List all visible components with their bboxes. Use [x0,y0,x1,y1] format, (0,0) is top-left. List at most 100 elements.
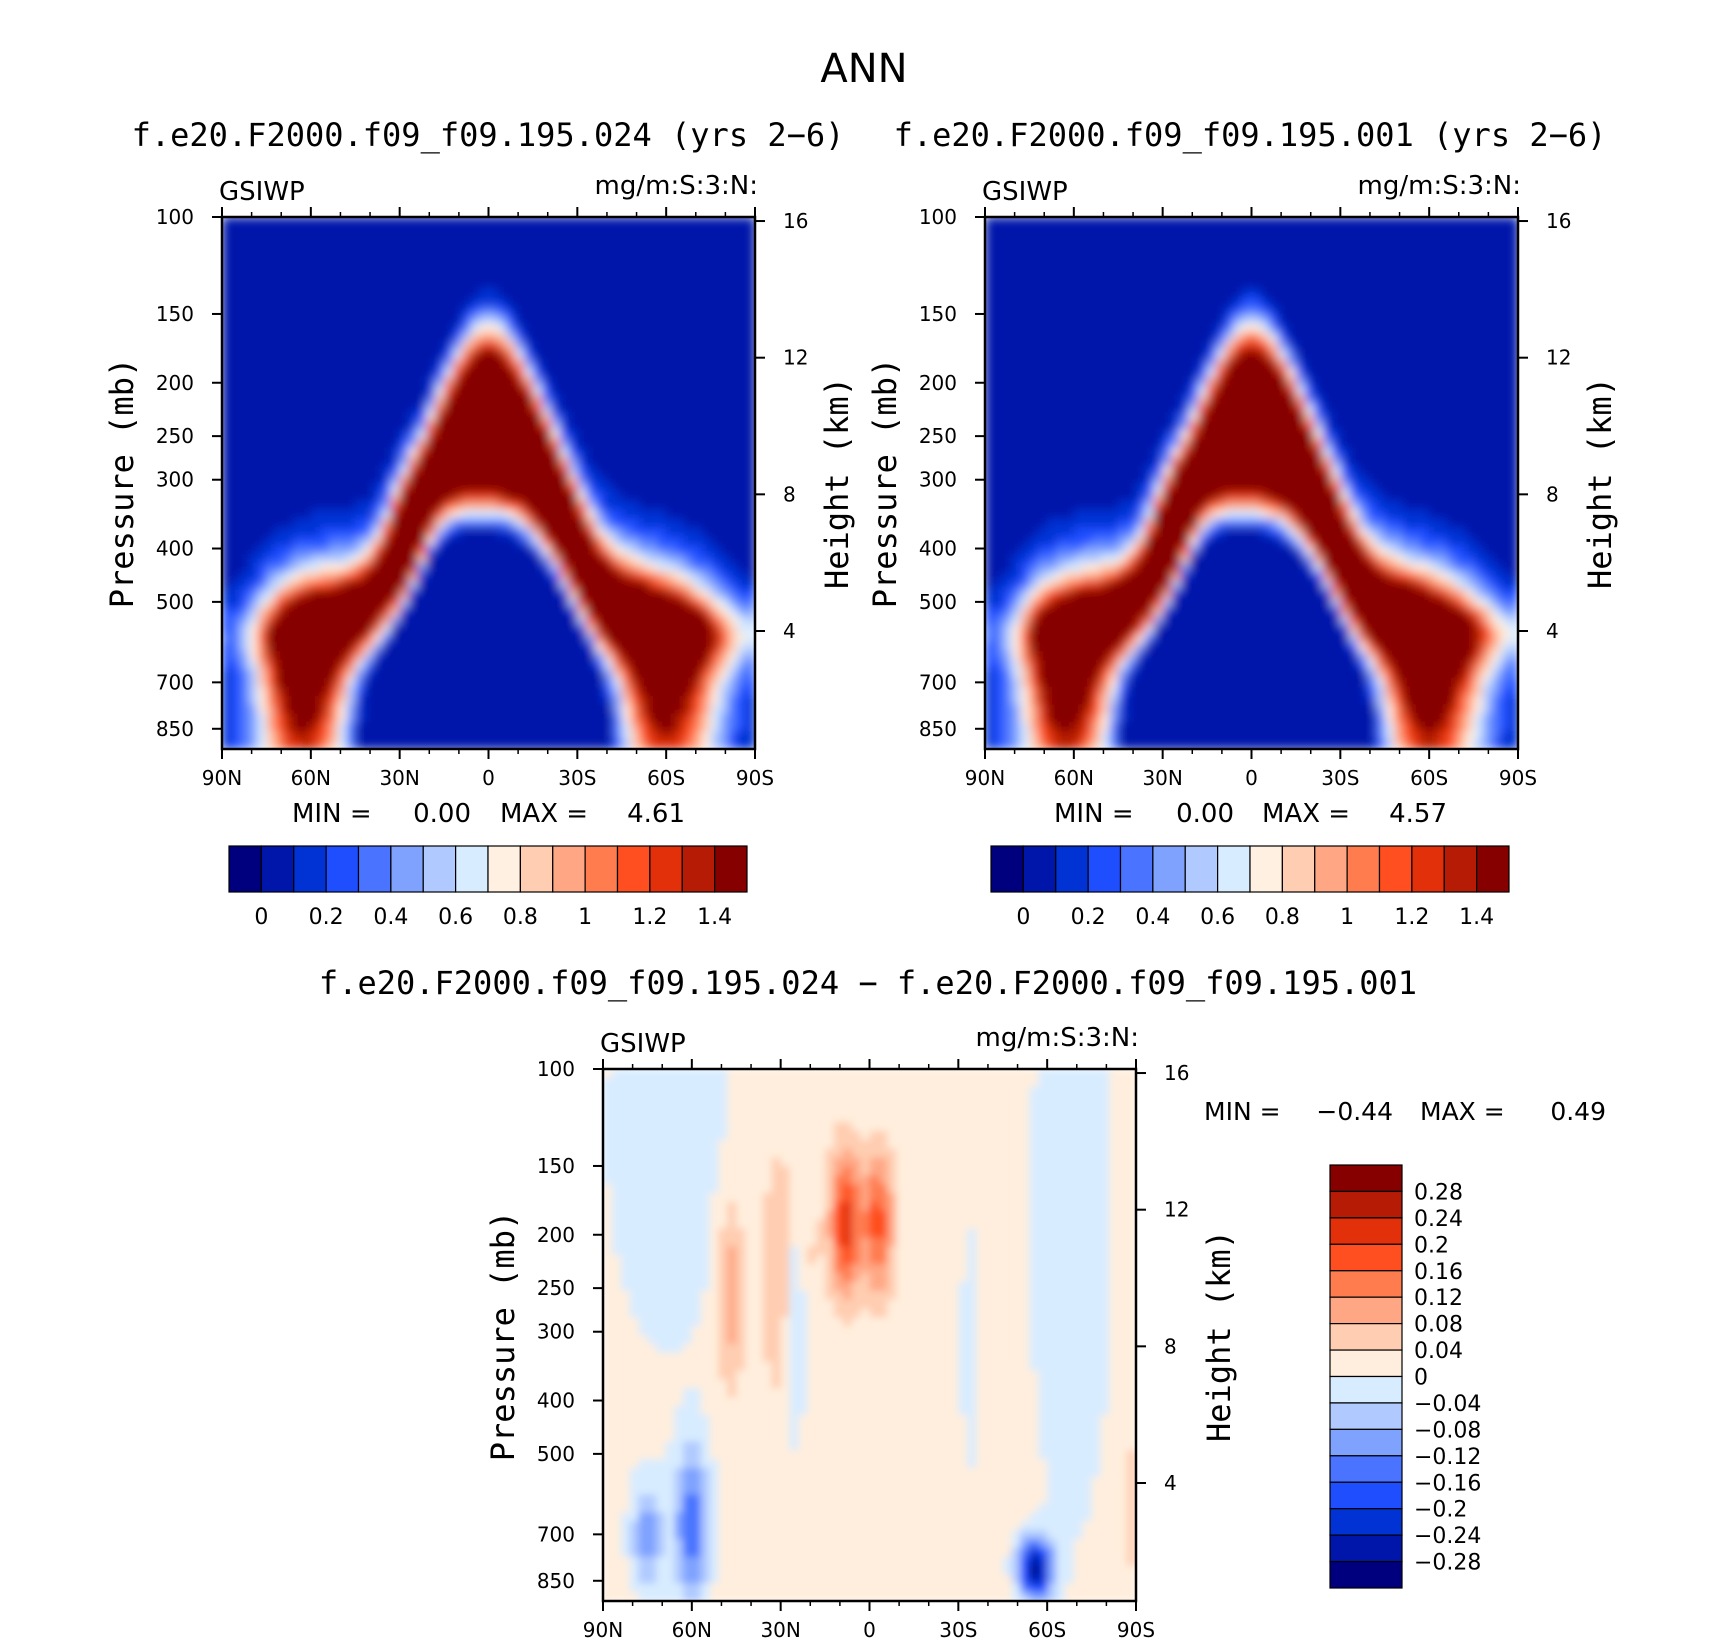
field-cell [737,491,747,502]
field-cell [719,429,729,440]
field-cell [1366,376,1377,387]
field-cell [275,420,285,431]
field-cell [293,633,303,644]
field-cell [1278,217,1288,227]
field-cell [1375,279,1386,289]
field-cell [648,270,658,280]
field-cell [1331,296,1341,307]
field-cell [621,695,632,706]
field-cell [390,562,401,573]
field-cell [568,740,578,749]
field-cell [683,412,694,422]
field-cell [666,429,676,440]
field-cell [568,358,578,369]
field-cell [1073,270,1084,280]
field-cell [1402,341,1412,351]
field-cell [675,660,685,670]
field-cell [1313,367,1324,378]
field-cell [310,296,321,307]
field-cell [239,624,250,635]
field-cell [586,234,596,245]
field-cell [293,731,303,741]
field-cell [1233,314,1244,324]
field-cell [1180,296,1190,307]
field-cell [710,651,721,661]
field-cell [426,332,436,342]
field-cell [488,740,498,749]
field-cell [1100,314,1110,324]
field-cell [355,429,365,440]
field-cell [1020,341,1031,351]
field-cell [586,553,596,564]
field-cell [1198,287,1208,298]
field-cell [381,669,392,679]
field-cell [603,518,614,528]
field-cell [639,598,649,608]
field-cell [1020,217,1031,227]
field-cell [452,571,463,582]
field-cell [1091,314,1102,324]
field-cell [532,686,543,697]
field-cell [701,651,712,661]
field-cell [639,518,649,528]
field-cell [603,491,614,502]
field-cell [728,305,738,316]
field-cell [328,252,339,262]
field-cell [683,695,694,706]
y-tick-label: 850 [156,717,194,741]
field-cell [248,562,259,573]
field-cell [541,385,552,395]
field-cell [710,660,721,670]
field-cell [675,509,685,520]
field-cell [319,350,330,360]
field-cell [675,740,685,749]
field-cell [603,598,614,608]
field-cell [328,234,339,245]
field-cell [675,598,685,608]
field-cell [1260,252,1270,262]
field-cell [266,731,276,741]
field-cell [550,633,561,644]
field-cell [319,261,330,271]
field-cell [461,287,472,298]
field-cell [1029,243,1039,254]
field-cell [648,713,658,723]
field-cell [746,686,755,697]
field-cell [550,651,561,661]
field-cell [488,465,498,475]
colorbar-swatch [357,845,392,893]
field-cell [621,447,632,457]
field-cell [701,731,712,741]
field-cell [373,704,383,715]
field-cell [435,713,445,723]
field-cell [1322,252,1333,262]
field-cell [444,598,454,608]
field-cell [1047,279,1057,289]
field-cell [648,412,658,422]
field-cell [488,456,498,466]
field-cell [1304,261,1315,271]
field-cell [337,669,347,679]
field-cell [328,607,339,617]
field-cell [603,580,614,590]
field-cell [595,296,605,307]
field-cell [381,270,392,280]
field-cell [222,491,232,502]
colorbar-label: 1.2 [632,905,667,930]
field-cell [222,580,232,590]
field-cell [1144,234,1155,245]
field-cell [612,314,623,324]
field-cell [275,536,285,546]
field-cell [719,509,729,520]
field-cell [479,217,490,227]
field-cell [985,270,995,280]
field-cell [1349,385,1359,395]
field-cell [1429,287,1439,298]
field-cell [390,394,401,404]
field-cell [1393,261,1404,271]
field-cell [550,491,561,502]
field-cell [666,607,676,617]
field-cell [1251,367,1261,378]
field-cell [1375,225,1386,236]
field-cell [595,420,605,431]
